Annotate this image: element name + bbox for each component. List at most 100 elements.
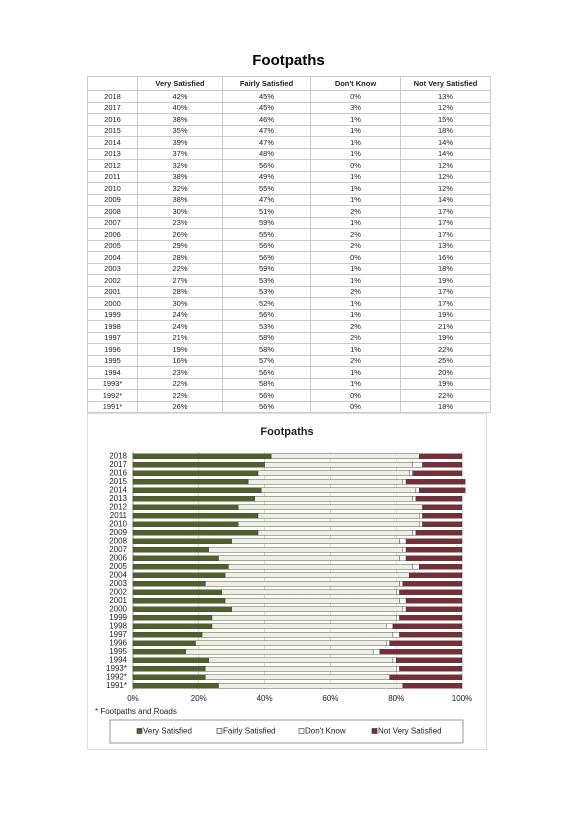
table-cell: 15% bbox=[400, 113, 491, 126]
column-header: Not Very Satisfied bbox=[400, 76, 491, 91]
bar-segment bbox=[132, 496, 255, 502]
bar-segment bbox=[257, 513, 420, 519]
table-cell: 0% bbox=[310, 90, 401, 103]
bar-segment bbox=[405, 538, 463, 544]
bar-segment bbox=[422, 513, 463, 519]
table-cell: 1% bbox=[310, 182, 401, 195]
bar-segment bbox=[419, 521, 423, 527]
bar-segment bbox=[392, 657, 397, 663]
page-title: Footpaths bbox=[252, 52, 325, 69]
bar-segment bbox=[195, 640, 387, 646]
bar-segment bbox=[211, 623, 387, 629]
bar-segment bbox=[132, 581, 206, 587]
bar-segment bbox=[261, 487, 417, 493]
y-tick-label: 2009 bbox=[109, 528, 127, 537]
bar-segment bbox=[379, 649, 463, 655]
table-cell: 30% bbox=[137, 297, 223, 310]
bar-segment bbox=[132, 479, 249, 485]
table-cell: 1996 bbox=[87, 343, 138, 356]
bar-segment bbox=[132, 564, 229, 570]
bar-segment bbox=[211, 615, 397, 621]
table-cell: 53% bbox=[222, 274, 311, 287]
x-tick-label: 80% bbox=[388, 694, 404, 703]
table-cell: 1% bbox=[310, 124, 401, 137]
table-cell: 1% bbox=[310, 193, 401, 206]
bar-segment bbox=[257, 470, 410, 476]
table-cell: 22% bbox=[137, 389, 223, 402]
table-row: 2005 29% 56% 2% 13% bbox=[87, 239, 491, 252]
table-cell: 1% bbox=[310, 170, 401, 183]
bar-segment bbox=[399, 538, 407, 544]
table-cell: 59% bbox=[222, 216, 311, 229]
table-row: 2010 32% 55% 1% 12% bbox=[87, 182, 491, 195]
y-tick-label: 2014 bbox=[109, 485, 127, 494]
bar-segment bbox=[412, 564, 420, 570]
table-row: 2018 42% 45% 0% 13% bbox=[87, 90, 491, 103]
table-cell: 30% bbox=[137, 205, 223, 218]
table-row: 2004 28% 56% 0% 16% bbox=[87, 251, 491, 264]
bar-segment bbox=[132, 453, 272, 459]
table-row: 1997 21% 58% 2% 19% bbox=[87, 331, 491, 344]
bar-segment bbox=[405, 547, 463, 553]
bar-segment bbox=[399, 581, 403, 587]
bar-segment bbox=[254, 496, 413, 502]
x-tick-label: 0% bbox=[127, 694, 139, 703]
chart-title: Footpaths bbox=[260, 426, 313, 438]
bar-segment bbox=[415, 496, 463, 502]
table-cell: 51% bbox=[222, 205, 311, 218]
bar-segment bbox=[399, 598, 407, 604]
bar-segment bbox=[205, 666, 397, 672]
table-cell: 14% bbox=[400, 136, 491, 149]
table-cell: 28% bbox=[137, 285, 223, 298]
table-cell: 56% bbox=[222, 239, 311, 252]
bar-segment bbox=[132, 462, 265, 468]
y-tick-label: 1997 bbox=[109, 630, 127, 639]
bar-segment bbox=[402, 581, 463, 587]
table-cell: 2003 bbox=[87, 262, 138, 275]
bar-segment bbox=[247, 479, 403, 485]
table-cell: 17% bbox=[400, 216, 491, 229]
table-cell: 45% bbox=[222, 101, 311, 114]
table-cell: 2000 bbox=[87, 297, 138, 310]
bar-segment bbox=[419, 453, 463, 459]
table-cell: 1% bbox=[310, 147, 401, 160]
legend-swatch bbox=[136, 728, 143, 734]
table-cell: 2004 bbox=[87, 251, 138, 264]
bar-segment bbox=[221, 589, 397, 595]
bar-segment bbox=[218, 683, 403, 689]
table-cell: 2% bbox=[310, 331, 401, 344]
table-cell: 21% bbox=[137, 331, 223, 344]
bar-segment bbox=[132, 666, 206, 672]
y-tick-label: 2001 bbox=[109, 596, 127, 605]
table-cell: 1999 bbox=[87, 308, 138, 321]
table-cell: 18% bbox=[400, 400, 491, 413]
bar-segment bbox=[224, 572, 410, 578]
table-cell: 56% bbox=[222, 159, 311, 172]
bar-segment bbox=[402, 547, 407, 553]
bar-segment bbox=[419, 564, 463, 570]
table-cell: 58% bbox=[222, 331, 311, 344]
table-cell: 46% bbox=[222, 113, 311, 126]
bar-segment bbox=[205, 674, 390, 680]
table-cell: 2016 bbox=[87, 113, 138, 126]
bar-segment bbox=[392, 632, 400, 638]
bar-segment bbox=[412, 470, 463, 476]
bar-segment bbox=[399, 555, 407, 561]
y-tick-label: 2017 bbox=[109, 460, 127, 469]
bar-segment bbox=[386, 640, 390, 646]
bar-segment bbox=[132, 598, 226, 604]
bar-segment bbox=[399, 666, 463, 672]
table-cell: 0% bbox=[310, 389, 401, 402]
bar-segment bbox=[228, 564, 413, 570]
table-cell: 1% bbox=[310, 274, 401, 287]
table-cell: 2% bbox=[310, 320, 401, 333]
bar-segment bbox=[208, 657, 394, 663]
table-cell: 53% bbox=[222, 285, 311, 298]
bar-segment bbox=[132, 521, 239, 527]
table-cell: 37% bbox=[137, 147, 223, 160]
table-cell: 19% bbox=[400, 308, 491, 321]
y-tick-label: 2004 bbox=[109, 570, 127, 579]
bar-segment bbox=[415, 487, 420, 493]
table-cell: 19% bbox=[137, 343, 223, 356]
